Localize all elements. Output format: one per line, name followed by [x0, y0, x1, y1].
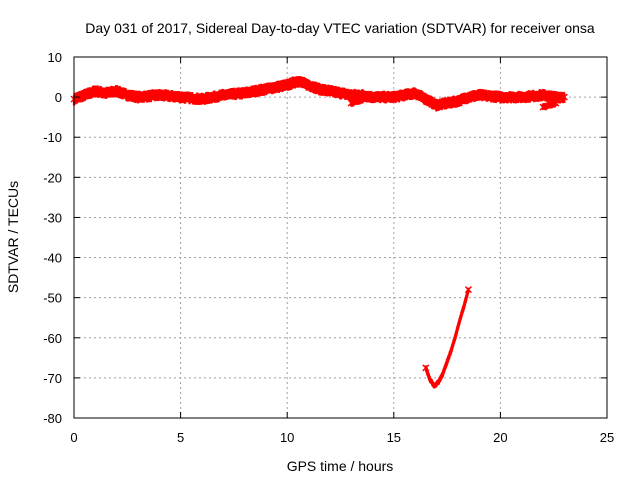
chart-title: Day 031 of 2017, Sidereal Day-to-day VTE… [85, 20, 595, 36]
y-tick-label: -60 [43, 331, 62, 346]
x-axis-label: GPS time / hours [287, 458, 394, 474]
series-sdtvar-main-band [70, 76, 568, 112]
x-tick-label: 25 [600, 430, 614, 445]
grid-lines [74, 57, 607, 418]
series-sdtvar-excursion [422, 286, 472, 389]
y-tick-label: -70 [43, 371, 62, 386]
data-point-marker [539, 103, 547, 111]
x-tick-label: 15 [387, 430, 401, 445]
x-tick-label: 20 [493, 430, 507, 445]
data-point-marker [552, 99, 560, 107]
y-tick-label: -40 [43, 251, 62, 266]
y-axis-label: SDTVAR / TECUs [5, 181, 21, 293]
data-point-marker [560, 93, 568, 101]
data-series [70, 76, 568, 389]
data-point-marker [347, 99, 355, 107]
data-point-marker [422, 364, 430, 372]
data-point-marker [464, 286, 472, 294]
plot-frame [73, 56, 608, 419]
series-sdtvar-short-segment-near-22h [539, 99, 560, 111]
y-tick-label: -50 [43, 291, 62, 306]
y-tick-label: 10 [48, 50, 62, 65]
y-tick-label: -20 [43, 170, 62, 185]
series-sdtvar-short-segment-near-13h [347, 95, 368, 107]
x-tick-label: 0 [70, 430, 77, 445]
y-tick-label: -30 [43, 210, 62, 225]
y-tick-label: -10 [43, 130, 62, 145]
x-tick-label: 10 [280, 430, 294, 445]
data-point-marker [360, 95, 368, 103]
x-tick-label: 5 [177, 430, 184, 445]
axis-ticks: 0 5 10 15 20 25 10 0 -10 -20 -30 -40 -50 -60 -70 -80 [43, 50, 614, 445]
y-tick-label: 0 [55, 90, 62, 105]
y-tick-label: -80 [43, 411, 62, 426]
